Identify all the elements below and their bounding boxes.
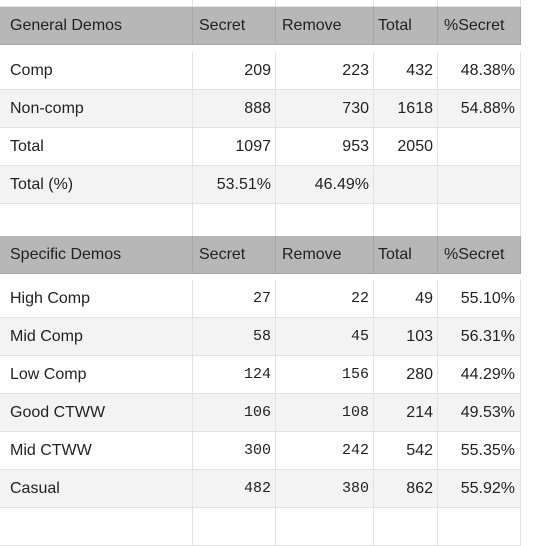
header-cell-total[interactable]: Total — [374, 7, 438, 44]
cell-label[interactable]: Low Comp — [0, 356, 193, 393]
cell[interactable] — [438, 204, 521, 241]
cell-pct-secret[interactable]: 55.10% — [438, 280, 521, 317]
cell-secret[interactable]: 1097 — [193, 128, 276, 165]
cell-label[interactable]: Non-comp — [0, 90, 193, 127]
cell-label[interactable]: Good CTWW — [0, 394, 193, 431]
cell[interactable] — [276, 0, 374, 6]
cell-remove[interactable]: 223 — [276, 52, 374, 89]
cell[interactable] — [374, 508, 438, 545]
cell-remove[interactable]: 156 — [276, 356, 374, 393]
cell[interactable] — [438, 0, 521, 6]
cell-remove[interactable]: 46.49% — [276, 166, 374, 203]
cell-total[interactable] — [374, 166, 438, 203]
cell-total[interactable]: 542 — [374, 432, 438, 469]
cell-total[interactable]: 103 — [374, 318, 438, 355]
sheet-row — [0, 508, 521, 546]
cell-remove[interactable]: 242 — [276, 432, 374, 469]
header-cell-general-demos[interactable]: General Demos — [0, 7, 193, 44]
cell-remove[interactable]: 108 — [276, 394, 374, 431]
cell[interactable] — [193, 204, 276, 241]
cell-pct-secret[interactable]: 54.88% — [438, 90, 521, 127]
cell-pct-secret[interactable]: 55.35% — [438, 432, 521, 469]
header-cell-pct-secret[interactable]: %Secret — [438, 236, 521, 273]
cell-remove[interactable]: 730 — [276, 90, 374, 127]
cell[interactable] — [0, 0, 193, 6]
cell-pct-secret[interactable]: 55.92% — [438, 470, 521, 507]
header-cell-remove[interactable]: Remove — [276, 7, 374, 44]
cell-remove[interactable]: 45 — [276, 318, 374, 355]
table-row: Mid CTWW 300 242 542 55.35% — [0, 432, 521, 470]
table-row: Total (%) 53.51% 46.49% — [0, 166, 521, 204]
cell[interactable] — [438, 508, 521, 545]
general-header-row: General Demos Secret Remove Total %Secre… — [0, 7, 521, 45]
table-row: Casual 482 380 862 55.92% — [0, 470, 521, 508]
cell-remove[interactable]: 380 — [276, 470, 374, 507]
cell-total[interactable]: 49 — [374, 280, 438, 317]
cell-secret[interactable]: 124 — [193, 356, 276, 393]
cell-label[interactable]: Total (%) — [0, 166, 193, 203]
cell-secret[interactable]: 482 — [193, 470, 276, 507]
table-row: Low Comp 124 156 280 44.29% — [0, 356, 521, 394]
cell-secret[interactable]: 53.51% — [193, 166, 276, 203]
table-row: High Comp 27 22 49 55.10% — [0, 280, 521, 318]
table-row: Total 1097 953 2050 — [0, 128, 521, 166]
header-cell-total[interactable]: Total — [374, 236, 438, 273]
cell-total[interactable]: 2050 — [374, 128, 438, 165]
cell-pct-secret[interactable] — [438, 128, 521, 165]
sheet-row — [0, 0, 521, 7]
cell-label[interactable]: Casual — [0, 470, 193, 507]
cell[interactable] — [0, 204, 193, 241]
cell-total[interactable]: 862 — [374, 470, 438, 507]
cell-pct-secret[interactable]: 56.31% — [438, 318, 521, 355]
cell-secret[interactable]: 106 — [193, 394, 276, 431]
cell-label[interactable]: Total — [0, 128, 193, 165]
cell-label[interactable]: Mid Comp — [0, 318, 193, 355]
cell-pct-secret[interactable]: 49.53% — [438, 394, 521, 431]
cell-secret[interactable]: 888 — [193, 90, 276, 127]
cell-secret[interactable]: 27 — [193, 280, 276, 317]
cell[interactable] — [193, 0, 276, 6]
header-cell-secret[interactable]: Secret — [193, 7, 276, 44]
cell-remove[interactable]: 953 — [276, 128, 374, 165]
specific-header-row: Specific Demos Secret Remove Total %Secr… — [0, 236, 521, 274]
cell[interactable] — [374, 0, 438, 6]
header-cell-secret[interactable]: Secret — [193, 236, 276, 273]
cell-remove[interactable]: 22 — [276, 280, 374, 317]
cell-total[interactable]: 1618 — [374, 90, 438, 127]
cell[interactable] — [0, 508, 193, 545]
cell-total[interactable]: 214 — [374, 394, 438, 431]
cell-label[interactable]: Mid CTWW — [0, 432, 193, 469]
cell[interactable] — [374, 204, 438, 241]
header-cell-specific-demos[interactable]: Specific Demos — [0, 236, 193, 273]
table-row: Good CTWW 106 108 214 49.53% — [0, 394, 521, 432]
table-row: Mid Comp 58 45 103 56.31% — [0, 318, 521, 356]
header-cell-remove[interactable]: Remove — [276, 236, 374, 273]
cell[interactable] — [193, 508, 276, 545]
cell-pct-secret[interactable]: 44.29% — [438, 356, 521, 393]
cell-secret[interactable]: 209 — [193, 52, 276, 89]
cell-pct-secret[interactable]: 48.38% — [438, 52, 521, 89]
spreadsheet-grid: General Demos Secret Remove Total %Secre… — [0, 0, 521, 546]
cell-secret[interactable]: 300 — [193, 432, 276, 469]
cell-total[interactable]: 432 — [374, 52, 438, 89]
cell[interactable] — [276, 204, 374, 241]
cell-label[interactable]: High Comp — [0, 280, 193, 317]
cell-secret[interactable]: 58 — [193, 318, 276, 355]
table-row: Comp 209 223 432 48.38% — [0, 52, 521, 90]
table-row: Non-comp 888 730 1618 54.88% — [0, 90, 521, 128]
cell-total[interactable]: 280 — [374, 356, 438, 393]
header-cell-pct-secret[interactable]: %Secret — [438, 7, 521, 44]
cell-label[interactable]: Comp — [0, 52, 193, 89]
cell-pct-secret[interactable] — [438, 166, 521, 203]
cell[interactable] — [276, 508, 374, 545]
